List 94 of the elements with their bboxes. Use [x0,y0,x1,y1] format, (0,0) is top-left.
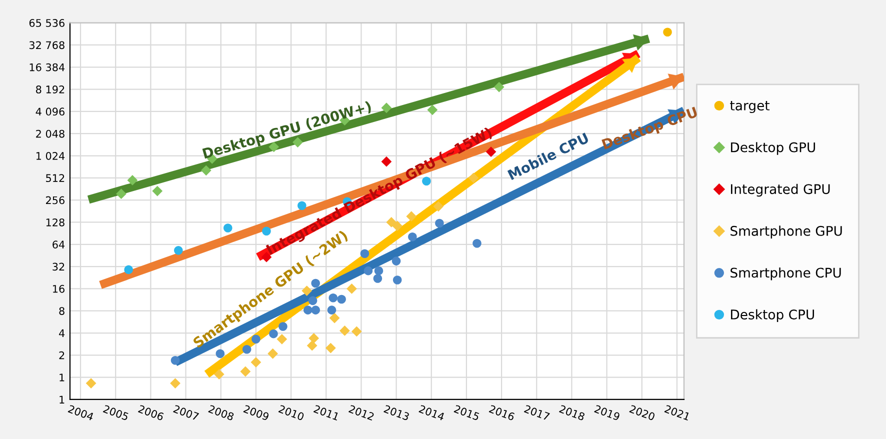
point [435,218,444,228]
x-tick-label: 2004 [68,404,94,421]
point [308,296,318,306]
x-tick-label: 2018 [558,404,586,421]
x-tick-label: 2020 [629,404,656,421]
point [303,306,312,314]
x-tick-label: 2011 [313,404,340,421]
point [216,349,225,358]
x-tick-label: 2010 [278,404,304,421]
point [329,312,340,324]
point [170,356,180,365]
point [276,334,288,344]
y-tick-label: 4 [59,329,65,337]
point [268,142,280,152]
point [427,104,438,116]
point [433,201,444,212]
x-tick-label: 2006 [138,404,164,421]
point [346,284,357,294]
y-tick-label: 128 [46,218,64,226]
legend-label: Desktop GPU [731,142,816,155]
point [308,333,320,344]
y-tick-label: 1 [60,396,64,404]
x-tick-label: 2015 [454,404,480,421]
x-tick-label: 2009 [243,404,270,421]
x-tick-label: 2021 [664,404,690,421]
point [327,306,336,314]
legend-label: target [730,101,770,114]
point [472,239,482,248]
y-tick-label: 64 [52,240,65,248]
y-tick-label: 16 384 [30,63,65,72]
point [86,378,96,388]
point [468,172,479,184]
point [174,246,183,255]
x-tick-label: 2012 [348,404,374,421]
point [494,82,504,92]
point [392,276,402,284]
point [311,278,320,288]
y-tick-label: 4 096 [36,108,64,116]
x-tick-label: 2017 [524,404,550,421]
point [302,286,312,296]
x-tick-label: 2008 [208,404,234,421]
point [325,342,336,354]
point [408,232,417,242]
y-tick-label: 1 [60,374,64,382]
point [360,249,370,258]
point [278,322,288,331]
y-tick-label: 32 [52,262,64,271]
point [406,211,417,222]
point [311,306,320,314]
point [306,340,318,351]
y-tick-label: 1 024 [36,152,65,160]
point [351,326,362,337]
x-tick-label: 2005 [102,404,129,421]
point [152,186,163,196]
point [340,326,350,336]
y-tick-label: 32 768 [29,41,64,50]
x-tick-label: 2013 [384,404,410,421]
point [337,294,346,304]
legend-label: Smartphone CPU [730,267,841,280]
point [214,369,224,380]
y-tick-label: 2 [59,351,64,360]
point [200,165,212,176]
point [392,220,403,232]
point [373,274,382,283]
point [392,256,401,266]
y-tick-label: 8 192 [36,86,64,94]
y-tick-label: 65 536 [29,19,64,27]
point [124,265,133,274]
y-tick-label: 256 [46,196,64,204]
point [127,174,138,186]
legend-label: Smartphone GPU [730,226,842,238]
y-tick-label: 2 048 [36,130,64,138]
point [116,188,126,200]
point [663,28,672,37]
x-tick-label: 2014 [418,404,445,421]
y-tick-label: 512 [46,174,64,182]
y-tick-label: 8 [59,307,64,315]
point [364,266,373,276]
point [240,366,251,377]
point [381,156,392,167]
x-tick-label: 2016 [488,404,516,421]
y-tick-label: 16 [53,284,64,293]
point [386,217,397,228]
point [328,294,338,302]
point [268,348,278,359]
point [381,102,392,114]
point [170,378,180,388]
point [374,266,384,276]
legend-label: Integrated GPU [731,184,830,197]
x-tick-label: 2007 [173,404,200,421]
point [250,357,262,368]
x-tick-label: 2019 [594,404,620,421]
point [223,224,232,232]
legend-label: Desktop CPU [731,309,814,322]
